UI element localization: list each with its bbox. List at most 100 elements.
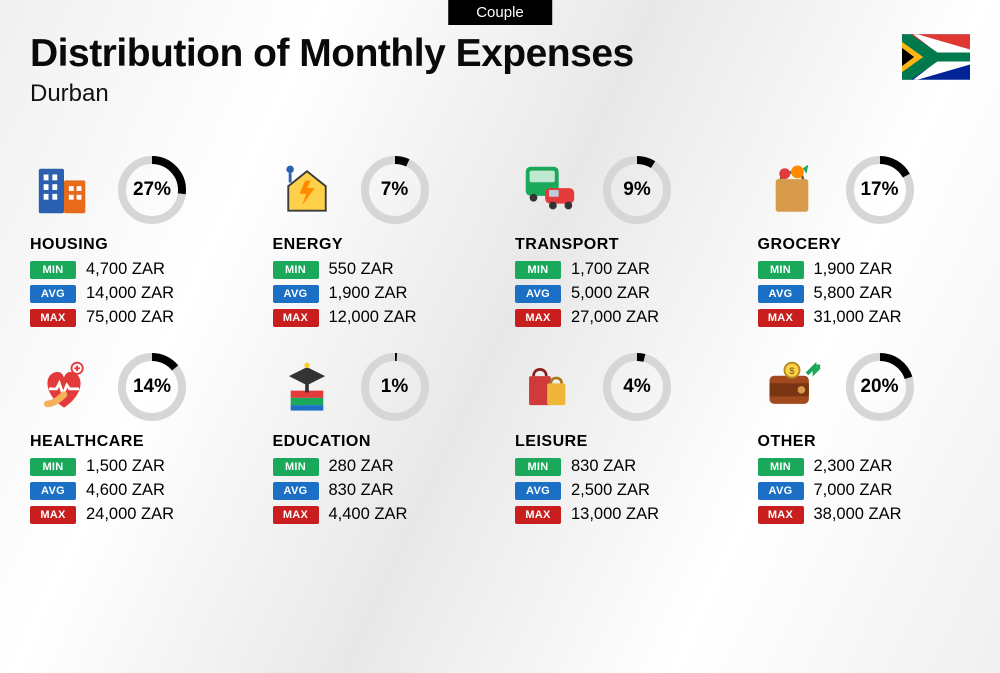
percent-ring: 20% [844, 351, 916, 423]
healthcare-icon [30, 353, 98, 421]
stat-row: AVG 5,000 ZAR [515, 284, 728, 303]
city-subtitle: Durban [30, 80, 634, 108]
category-card: 9%TRANSPORTMIN1,700 ZARAVG5,000 ZARMAX27… [515, 150, 728, 327]
avg-value: 1,900 ZAR [329, 284, 408, 303]
stat-row: MIN 830 ZAR [515, 457, 728, 476]
vehicles-icon [515, 156, 583, 224]
max-value: 24,000 ZAR [86, 505, 174, 524]
min-value: 2,300 ZAR [814, 457, 893, 476]
stat-row: AVG 7,000 ZAR [758, 481, 971, 500]
percent-label: 27% [116, 154, 188, 226]
stats-list: MIN1,900 ZAR AVG 5,800 ZAR MAX31,000 ZAR [758, 260, 971, 327]
category-card: 4% LEISURE MIN 830 ZAR AVG 2,500 ZAR MAX 13,000… [515, 347, 728, 524]
max-value: 27,000 ZAR [571, 308, 659, 327]
avg-value: 5,000 ZAR [571, 284, 650, 303]
min-tag: MIN [273, 261, 319, 279]
percent-ring: 7% [359, 154, 431, 226]
stat-row: AVG 830 ZAR [273, 481, 486, 500]
min-value: 1,900 ZAR [814, 260, 893, 279]
category-card: 27%HOUSINGMIN4,700 ZARAVG14,000 ZARMAX75… [30, 150, 243, 327]
max-tag: MAX [515, 309, 561, 327]
percent-label: 7% [359, 154, 431, 226]
max-value: 4,400 ZAR [329, 505, 408, 524]
education-icon [273, 353, 341, 421]
stat-row: MIN 1,500 ZAR [30, 457, 243, 476]
stat-row: MAX12,000 ZAR [273, 308, 486, 327]
stat-row: AVG4,600 ZAR [30, 481, 243, 500]
avg-value: 830 ZAR [329, 481, 394, 500]
category-name: OTHER [758, 433, 971, 451]
stat-row: MIN1,900 ZAR [758, 260, 971, 279]
stats-list: MIN2,300 ZARAVG7,000 ZARMAX38,000 ZAR [758, 457, 971, 524]
min-tag: MIN [515, 261, 561, 279]
avg-tag: AVG [515, 285, 561, 303]
avg-tag: AVG [515, 482, 561, 500]
stats-list: MIN1,700 ZARAVG5,000 ZARMAX27,000 ZAR [515, 260, 728, 327]
percent-label: 1% [359, 351, 431, 423]
percent-ring: 17% [844, 154, 916, 226]
max-value: 38,000 ZAR [814, 505, 902, 524]
avg-tag: AVG [758, 285, 804, 303]
min-tag: MIN [30, 458, 76, 476]
south-africa-flag-icon [902, 34, 970, 80]
max-tag: MAX [758, 309, 804, 327]
stat-row: MAX24,000 ZAR [30, 505, 243, 524]
stat-row: MAX31,000 ZAR [758, 308, 971, 327]
stat-row: AVG 5,800 ZAR [758, 284, 971, 303]
wallet-icon: $ [758, 353, 826, 421]
min-value: 280 ZAR [329, 457, 394, 476]
percent-label: 9% [601, 154, 673, 226]
max-tag: MAX [273, 506, 319, 524]
avg-tag: AVG [30, 285, 76, 303]
stats-list: MIN 830 ZAR AVG 2,500 ZAR MAX 13,000 ZAR [515, 457, 728, 524]
max-value: 13,000 ZAR [571, 505, 659, 524]
stat-row: MAX 4,400 ZAR [273, 505, 486, 524]
avg-value: 5,800 ZAR [814, 284, 893, 303]
percent-ring: 4% [601, 351, 673, 423]
svg-text:$: $ [789, 366, 795, 376]
min-value: 1,500 ZAR [86, 457, 165, 476]
category-name: ENERGY [273, 236, 486, 254]
household-type-badge: Couple [448, 0, 552, 25]
max-tag: MAX [515, 506, 561, 524]
category-name: LEISURE [515, 433, 728, 451]
min-tag: MIN [273, 458, 319, 476]
avg-value: 14,000 ZAR [86, 284, 174, 303]
avg-tag: AVG [273, 482, 319, 500]
category-name: HOUSING [30, 236, 243, 254]
stat-row: AVG1,900 ZAR [273, 284, 486, 303]
stat-row: MIN 280 ZAR [273, 457, 486, 476]
percent-ring: 1% [359, 351, 431, 423]
shopping-icon [515, 353, 583, 421]
category-name: TRANSPORT [515, 236, 728, 254]
category-card: $20%OTHERMIN2,300 ZARAVG7,000 ZARMAX38,0… [758, 347, 971, 524]
stats-list: MIN 280 ZAR AVG 830 ZAR MAX 4,400 ZAR [273, 457, 486, 524]
grocery-bag-icon [758, 156, 826, 224]
max-value: 12,000 ZAR [329, 308, 417, 327]
avg-tag: AVG [30, 482, 76, 500]
electricity-icon [273, 156, 341, 224]
category-name: GROCERY [758, 236, 971, 254]
stat-row: MAX 13,000 ZAR [515, 505, 728, 524]
category-card: 17% GROCERY MIN1,900 ZAR AVG 5,800 ZAR MAX31,… [758, 150, 971, 327]
category-name: HEALTHCARE [30, 433, 243, 451]
percent-ring: 14% [116, 351, 188, 423]
min-value: 830 ZAR [571, 457, 636, 476]
avg-value: 2,500 ZAR [571, 481, 650, 500]
min-tag: MIN [515, 458, 561, 476]
stats-list: MIN 1,500 ZAR AVG4,600 ZAR MAX24,000 ZAR [30, 457, 243, 524]
header: Distribution of Monthly Expenses Durban [30, 32, 634, 108]
stat-row: AVG 2,500 ZAR [515, 481, 728, 500]
category-card: 1%EDUCATIONMIN280 ZARAVG830 ZARMAX4,400 … [273, 347, 486, 524]
stat-row: MIN4,700 ZAR [30, 260, 243, 279]
percent-label: 17% [844, 154, 916, 226]
min-tag: MIN [758, 458, 804, 476]
max-tag: MAX [30, 309, 76, 327]
avg-value: 7,000 ZAR [814, 481, 893, 500]
percent-label: 4% [601, 351, 673, 423]
stat-row: AVG 14,000 ZAR [30, 284, 243, 303]
min-value: 4,700 ZAR [86, 260, 165, 279]
avg-tag: AVG [758, 482, 804, 500]
categories-grid: 27%HOUSINGMIN4,700 ZARAVG14,000 ZARMAX75… [30, 150, 970, 524]
percent-ring: 9% [601, 154, 673, 226]
